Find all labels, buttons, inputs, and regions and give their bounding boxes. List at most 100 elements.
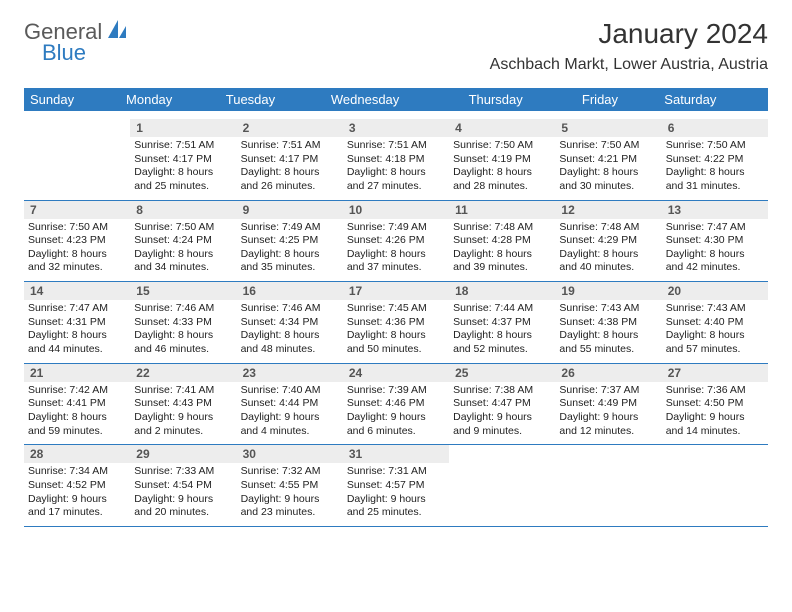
day-body: Sunrise: 7:51 AMSunset: 4:17 PMDaylight:… — [237, 137, 343, 200]
logo-text-blue: Blue — [42, 40, 86, 66]
sunset-text: Sunset: 4:36 PM — [347, 316, 445, 330]
daylight-text: Daylight: 9 hours and 23 minutes. — [241, 493, 339, 520]
sunset-text: Sunset: 4:40 PM — [666, 316, 764, 330]
daylight-text: Daylight: 8 hours and 32 minutes. — [28, 248, 126, 275]
day-number: 29 — [130, 445, 236, 463]
day-number: 27 — [662, 364, 768, 382]
day-cell — [449, 445, 555, 527]
day-body: Sunrise: 7:37 AMSunset: 4:49 PMDaylight:… — [555, 382, 661, 445]
day-body — [449, 463, 555, 521]
header: General Blue January 2024 Aschbach Markt… — [0, 0, 792, 80]
sunrise-text: Sunrise: 7:50 AM — [28, 221, 126, 235]
day-cell: 27Sunrise: 7:36 AMSunset: 4:50 PMDayligh… — [662, 363, 768, 445]
day-body: Sunrise: 7:46 AMSunset: 4:33 PMDaylight:… — [130, 300, 236, 363]
day-body: Sunrise: 7:50 AMSunset: 4:24 PMDaylight:… — [130, 219, 236, 282]
daylight-text: Daylight: 8 hours and 37 minutes. — [347, 248, 445, 275]
day-number: 8 — [130, 201, 236, 219]
day-cell — [555, 445, 661, 527]
daylight-text: Daylight: 9 hours and 25 minutes. — [347, 493, 445, 520]
daylight-text: Daylight: 8 hours and 46 minutes. — [134, 329, 232, 356]
day-number: 19 — [555, 282, 661, 300]
sunrise-text: Sunrise: 7:32 AM — [241, 465, 339, 479]
sunset-text: Sunset: 4:37 PM — [453, 316, 551, 330]
daylight-text: Daylight: 8 hours and 59 minutes. — [28, 411, 126, 438]
day-cell: 30Sunrise: 7:32 AMSunset: 4:55 PMDayligh… — [237, 445, 343, 527]
week-row: 7Sunrise: 7:50 AMSunset: 4:23 PMDaylight… — [24, 200, 768, 282]
day-number: 10 — [343, 201, 449, 219]
day-number: 14 — [24, 282, 130, 300]
day-cell: 23Sunrise: 7:40 AMSunset: 4:44 PMDayligh… — [237, 363, 343, 445]
daylight-text: Daylight: 8 hours and 31 minutes. — [666, 166, 764, 193]
sunset-text: Sunset: 4:17 PM — [241, 153, 339, 167]
sunset-text: Sunset: 4:46 PM — [347, 397, 445, 411]
day-cell: 20Sunrise: 7:43 AMSunset: 4:40 PMDayligh… — [662, 282, 768, 364]
day-body — [555, 463, 661, 521]
daylight-text: Daylight: 8 hours and 27 minutes. — [347, 166, 445, 193]
sunrise-text: Sunrise: 7:34 AM — [28, 465, 126, 479]
day-body: Sunrise: 7:42 AMSunset: 4:41 PMDaylight:… — [24, 382, 130, 445]
day-body: Sunrise: 7:51 AMSunset: 4:18 PMDaylight:… — [343, 137, 449, 200]
sunset-text: Sunset: 4:47 PM — [453, 397, 551, 411]
day-number: 21 — [24, 364, 130, 382]
day-cell: 9Sunrise: 7:49 AMSunset: 4:25 PMDaylight… — [237, 200, 343, 282]
sunrise-text: Sunrise: 7:47 AM — [666, 221, 764, 235]
day-body: Sunrise: 7:45 AMSunset: 4:36 PMDaylight:… — [343, 300, 449, 363]
day-body: Sunrise: 7:50 AMSunset: 4:22 PMDaylight:… — [662, 137, 768, 200]
day-cell: 18Sunrise: 7:44 AMSunset: 4:37 PMDayligh… — [449, 282, 555, 364]
daylight-text: Daylight: 8 hours and 55 minutes. — [559, 329, 657, 356]
day-body: Sunrise: 7:51 AMSunset: 4:17 PMDaylight:… — [130, 137, 236, 200]
day-cell: 3Sunrise: 7:51 AMSunset: 4:18 PMDaylight… — [343, 119, 449, 200]
sunset-text: Sunset: 4:54 PM — [134, 479, 232, 493]
daylight-text: Daylight: 8 hours and 30 minutes. — [559, 166, 657, 193]
sunset-text: Sunset: 4:50 PM — [666, 397, 764, 411]
daylight-text: Daylight: 8 hours and 57 minutes. — [666, 329, 764, 356]
sunset-text: Sunset: 4:26 PM — [347, 234, 445, 248]
day-cell: 22Sunrise: 7:41 AMSunset: 4:43 PMDayligh… — [130, 363, 236, 445]
day-number: 7 — [24, 201, 130, 219]
day-cell: 25 Sunrise: 7:38 AMSunset: 4:47 PMDayligh… — [449, 363, 555, 445]
day-cell: 21Sunrise: 7:42 AMSunset: 4:41 PMDayligh… — [24, 363, 130, 445]
sunset-text: Sunset: 4:25 PM — [241, 234, 339, 248]
day-body: Sunrise: 7:41 AMSunset: 4:43 PMDaylight:… — [130, 382, 236, 445]
daylight-text: Daylight: 8 hours and 42 minutes. — [666, 248, 764, 275]
day-cell: 5Sunrise: 7:50 AMSunset: 4:21 PMDaylight… — [555, 119, 661, 200]
day-number: 6 — [662, 119, 768, 137]
sunrise-text: Sunrise: 7:36 AM — [666, 384, 764, 398]
day-number: 30 — [237, 445, 343, 463]
day-body: Sunrise: 7:48 AMSunset: 4:28 PMDaylight:… — [449, 219, 555, 282]
day-cell — [662, 445, 768, 527]
day-number: 18 — [449, 282, 555, 300]
daylight-text: Daylight: 9 hours and 9 minutes. — [453, 411, 551, 438]
day-cell: 28Sunrise: 7:34 AMSunset: 4:52 PMDayligh… — [24, 445, 130, 527]
day-number: 25 — [449, 364, 555, 382]
sunrise-text: Sunrise: 7:38 AM — [453, 384, 551, 398]
day-number: 28 — [24, 445, 130, 463]
daylight-text: Daylight: 8 hours and 35 minutes. — [241, 248, 339, 275]
sunrise-text: Sunrise: 7:42 AM — [28, 384, 126, 398]
sunset-text: Sunset: 4:49 PM — [559, 397, 657, 411]
dow-row: Sunday Monday Tuesday Wednesday Thursday… — [24, 88, 768, 111]
day-number: 15 — [130, 282, 236, 300]
dow-saturday: Saturday — [658, 88, 768, 111]
sunset-text: Sunset: 4:38 PM — [559, 316, 657, 330]
dow-monday: Monday — [120, 88, 220, 111]
daylight-text: Daylight: 8 hours and 52 minutes. — [453, 329, 551, 356]
day-body: Sunrise: 7:44 AMSunset: 4:37 PMDaylight:… — [449, 300, 555, 363]
sunset-text: Sunset: 4:30 PM — [666, 234, 764, 248]
calendar-weeks: 1Sunrise: 7:51 AMSunset: 4:17 PMDaylight… — [24, 119, 768, 527]
sunset-text: Sunset: 4:23 PM — [28, 234, 126, 248]
day-body: Sunrise: 7:33 AMSunset: 4:54 PMDaylight:… — [130, 463, 236, 526]
week-row: 14Sunrise: 7:47 AMSunset: 4:31 PMDayligh… — [24, 282, 768, 364]
daylight-text: Daylight: 8 hours and 44 minutes. — [28, 329, 126, 356]
day-cell: 8Sunrise: 7:50 AMSunset: 4:24 PMDaylight… — [130, 200, 236, 282]
day-cell: 19Sunrise: 7:43 AMSunset: 4:38 PMDayligh… — [555, 282, 661, 364]
day-number: 23 — [237, 364, 343, 382]
day-number: 17 — [343, 282, 449, 300]
sunrise-text: Sunrise: 7:46 AM — [134, 302, 232, 316]
daylight-text: Daylight: 9 hours and 20 minutes. — [134, 493, 232, 520]
sunset-text: Sunset: 4:19 PM — [453, 153, 551, 167]
day-body: Sunrise: 7:49 AMSunset: 4:25 PMDaylight:… — [237, 219, 343, 282]
dow-friday: Friday — [576, 88, 658, 111]
sunrise-text: Sunrise: 7:51 AM — [241, 139, 339, 153]
day-number: 1 — [130, 119, 236, 137]
